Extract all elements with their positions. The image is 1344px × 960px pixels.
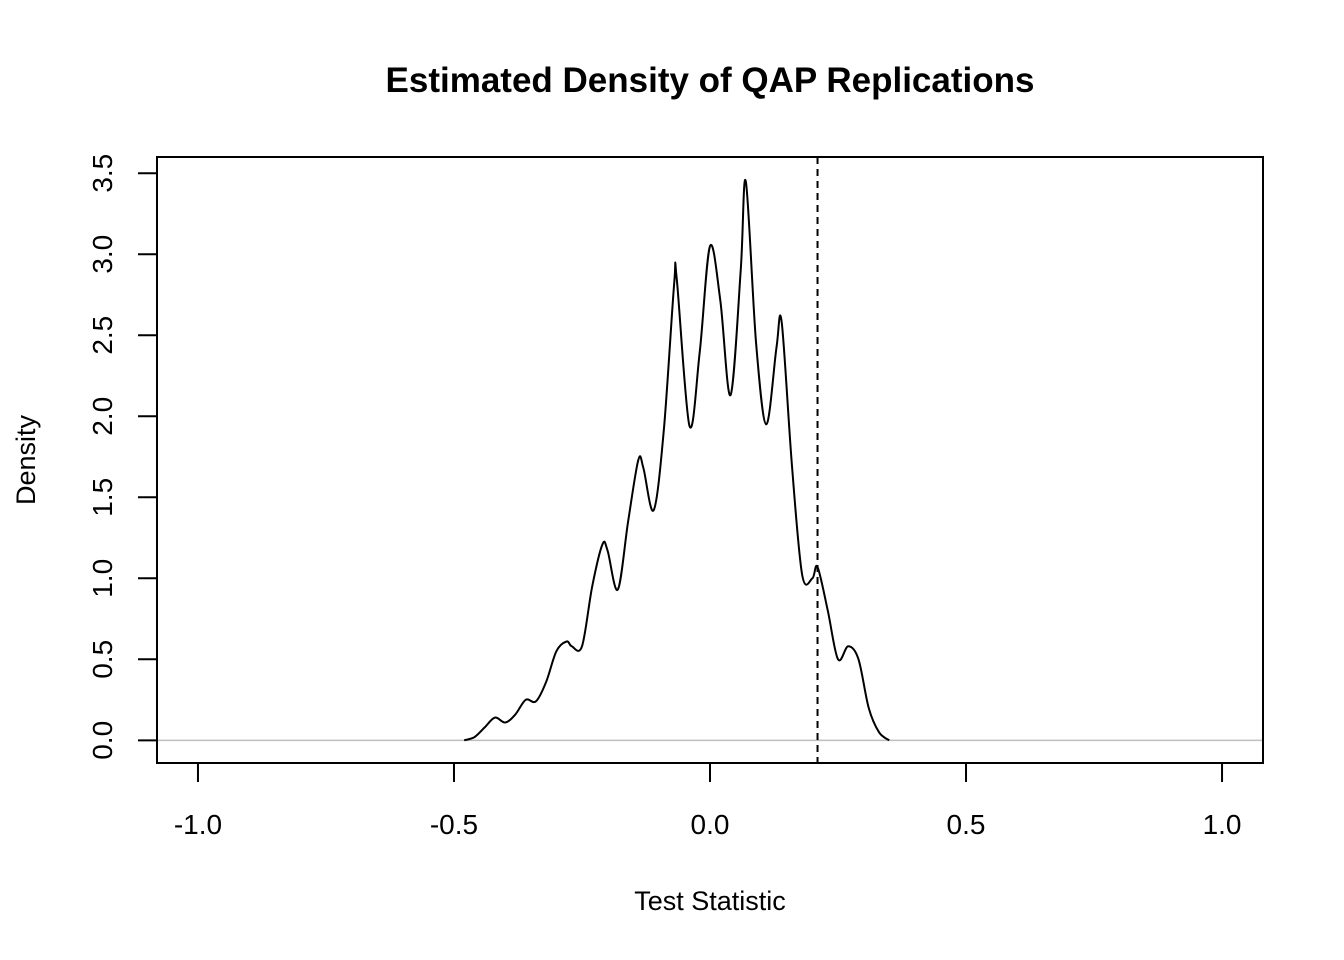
y-tick-label: 2.5 [87,316,118,355]
series-layer [463,178,890,742]
x-tick-label: -1.0 [174,809,222,840]
y-tick-label: 0.5 [87,640,118,679]
x-axis-label: Test Statistic [634,886,786,916]
y-tick-label: 2.0 [87,397,118,436]
y-tick-label: 1.0 [87,559,118,598]
x-tick-label: -0.5 [430,809,478,840]
chart-title: Estimated Density of QAP Replications [386,61,1035,100]
y-tick-label: 3.5 [87,154,118,193]
y-tick-label: 1.5 [87,478,118,517]
x-tick-label: 0.5 [947,809,986,840]
density-curve-0 [463,178,890,742]
x-axis: -1.0 -0.5 0.0 0.5 1.0 [174,762,1242,840]
y-tick-label: 3.0 [87,235,118,274]
x-tick-label: 1.0 [1203,809,1242,840]
y-tick-label: 0.0 [87,721,118,760]
y-axis-label: Density [11,414,41,505]
y-axis: 0.0 0.5 1.0 1.5 2.0 2.5 3.0 3.5 [87,154,158,760]
x-tick-label: 0.0 [691,809,730,840]
